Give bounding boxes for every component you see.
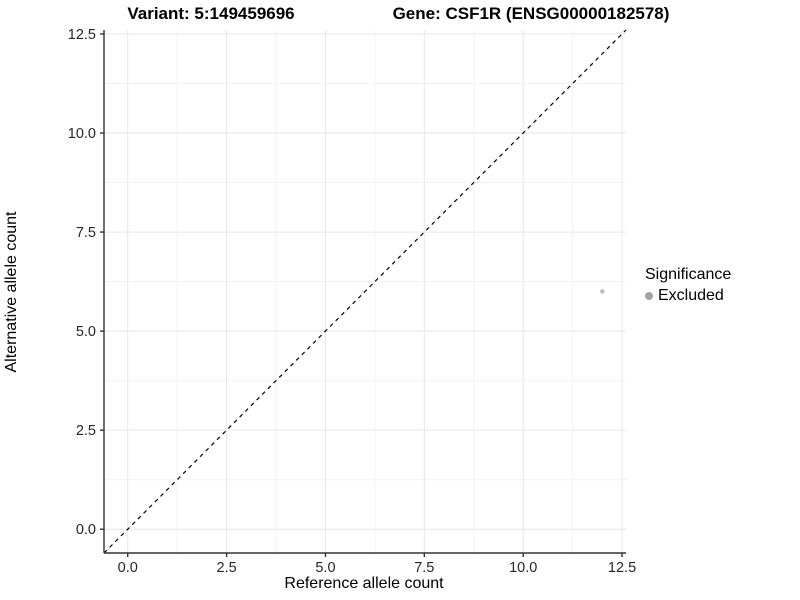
y-tick-label: 12.5 xyxy=(68,27,96,43)
legend-key-dot-icon xyxy=(645,292,653,300)
x-tick-label: 7.5 xyxy=(414,560,434,576)
x-axis-title: Reference allele count xyxy=(284,575,444,592)
y-tick-label: 0.0 xyxy=(76,522,96,538)
x-tick-label: 10.0 xyxy=(509,560,537,576)
identity-diagonal-line xyxy=(103,29,627,554)
y-axis-title: Alternative allele count xyxy=(3,211,20,373)
plot-title-variant: Variant: 5:149459696 xyxy=(127,4,295,23)
legend: Significance Excluded xyxy=(645,266,731,305)
x-tick-label: 5.0 xyxy=(315,560,335,576)
y-tick-label: 7.5 xyxy=(76,225,96,241)
y-tick-label: 2.5 xyxy=(76,423,96,439)
legend-entry-label: Excluded xyxy=(658,287,724,304)
x-tick-label: 12.5 xyxy=(608,560,636,576)
y-tick-label: 5.0 xyxy=(76,324,96,340)
legend-title: Significance xyxy=(645,266,732,283)
plot-title-gene: Gene: CSF1R (ENSG00000182578) xyxy=(392,4,670,23)
y-tick-label: 10.0 xyxy=(68,126,96,142)
data-point xyxy=(600,289,605,294)
x-tick-label: 0.0 xyxy=(118,560,138,576)
x-tick-label: 2.5 xyxy=(217,560,237,576)
legend-entry-excluded: Excluded xyxy=(645,287,731,305)
